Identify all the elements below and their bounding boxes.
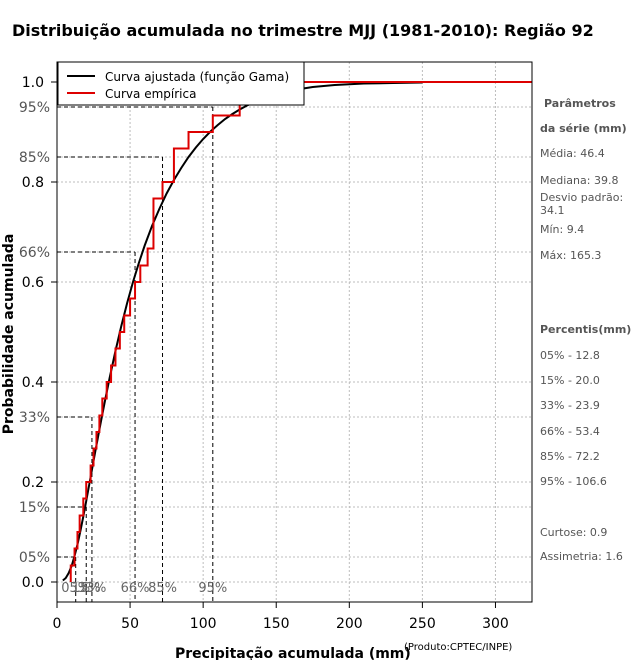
source-note: (Produto:CPTEC/INPE) xyxy=(404,642,512,653)
y-tick-label: 0.6 xyxy=(22,275,44,291)
y-axis-label: Probabilidade acumulada xyxy=(1,234,17,435)
params-title: Parâmetros xyxy=(544,97,616,110)
percentile-85: 85% - 72.2 xyxy=(540,450,600,463)
x-axis-label: Precipitação acumulada (mm) xyxy=(175,646,411,660)
percentile-y-label: 33% xyxy=(19,410,50,426)
percentile-x-label: 33% xyxy=(77,581,106,596)
x-tick-label: 250 xyxy=(409,616,436,632)
stat-median: Mediana: 39.8 xyxy=(540,174,619,187)
empirical-curve xyxy=(69,81,532,582)
grid xyxy=(56,62,532,602)
percentile-x-label: 95% xyxy=(198,581,227,596)
percentile-15: 15% - 20.0 xyxy=(540,374,600,387)
params-subtitle: da série (mm) xyxy=(540,122,627,135)
y-tick-label: 0.4 xyxy=(22,375,44,391)
percentile-y-label: 05% xyxy=(19,550,50,566)
legend-label: Curva empírica xyxy=(105,87,196,101)
percentile-05: 05% - 12.8 xyxy=(540,349,600,362)
axes: 0 50 100 150 200 250 3000.00.20.40.60.81.005%1… xyxy=(19,75,509,632)
percentile-x-label: 15% xyxy=(72,581,101,596)
y-tick-label: 1.0 xyxy=(22,75,44,91)
percentile-95: 95% - 106.6 xyxy=(540,475,607,488)
x-tick-label: 200 xyxy=(336,616,363,632)
stat-min: Mín: 9.4 xyxy=(540,223,585,236)
y-tick-label: 0.8 xyxy=(22,175,44,191)
plot-frame xyxy=(56,61,533,603)
chart-title: Distribuição acumulada no trimestre MJJ … xyxy=(12,21,594,40)
stat-max: Máx: 165.3 xyxy=(540,249,602,262)
y-tick-label: 0.2 xyxy=(22,475,44,491)
x-tick-label: 300 xyxy=(482,616,509,632)
percentile-66: 66% - 53.4 xyxy=(540,425,600,438)
stat-kurtosis: Curtose: 0.9 xyxy=(540,526,608,539)
stat-mean: Média: 46.4 xyxy=(540,147,605,160)
x-tick-label: 0 xyxy=(53,616,62,632)
legend-box xyxy=(57,61,305,106)
legend: Curva ajustada (função Gama) Curva empíri… xyxy=(57,61,305,106)
percentiles-title: Percentis(mm) xyxy=(540,323,632,336)
y-tick-label: 0.0 xyxy=(22,575,44,591)
percentile-y-label: 85% xyxy=(19,150,50,166)
percentile-x-label: 85% xyxy=(148,581,177,596)
stat-skewness: Assimetria: 1.6 xyxy=(540,550,623,563)
x-tick-label: 50 xyxy=(121,616,139,632)
percentile-y-label: 66% xyxy=(19,245,50,261)
x-tick-label: 150 xyxy=(263,616,290,632)
percentile-y-label: 95% xyxy=(19,100,50,116)
percentile-x-label: 05% xyxy=(61,581,90,596)
percentile-x-label: 66% xyxy=(121,581,150,596)
percentile-33: 33% - 23.9 xyxy=(540,399,600,412)
x-tick-label: 100 xyxy=(190,616,217,632)
percentile-guides: 05%15%33% 66%85% 95% xyxy=(57,106,227,602)
stat-stddev: Desvio padrão: 34.1 xyxy=(540,191,624,217)
percentile-y-label: 15% xyxy=(19,500,50,516)
legend-label: Curva ajustada (função Gama) xyxy=(105,70,289,84)
